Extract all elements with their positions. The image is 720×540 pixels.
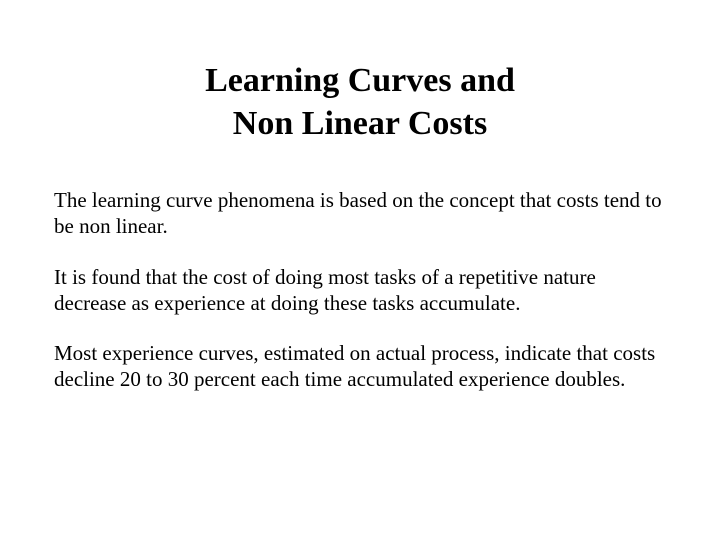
body-paragraph: It is found that the cost of doing most …: [54, 264, 666, 317]
slide-title: Learning Curves and Non Linear Costs: [54, 60, 666, 145]
body-paragraph: Most experience curves, estimated on act…: [54, 340, 666, 393]
slide: Learning Curves and Non Linear Costs The…: [0, 0, 720, 540]
slide-body: The learning curve phenomena is based on…: [54, 187, 666, 393]
body-paragraph: The learning curve phenomena is based on…: [54, 187, 666, 240]
title-line-2: Non Linear Costs: [233, 105, 487, 142]
title-line-1: Learning Curves and: [205, 62, 515, 99]
